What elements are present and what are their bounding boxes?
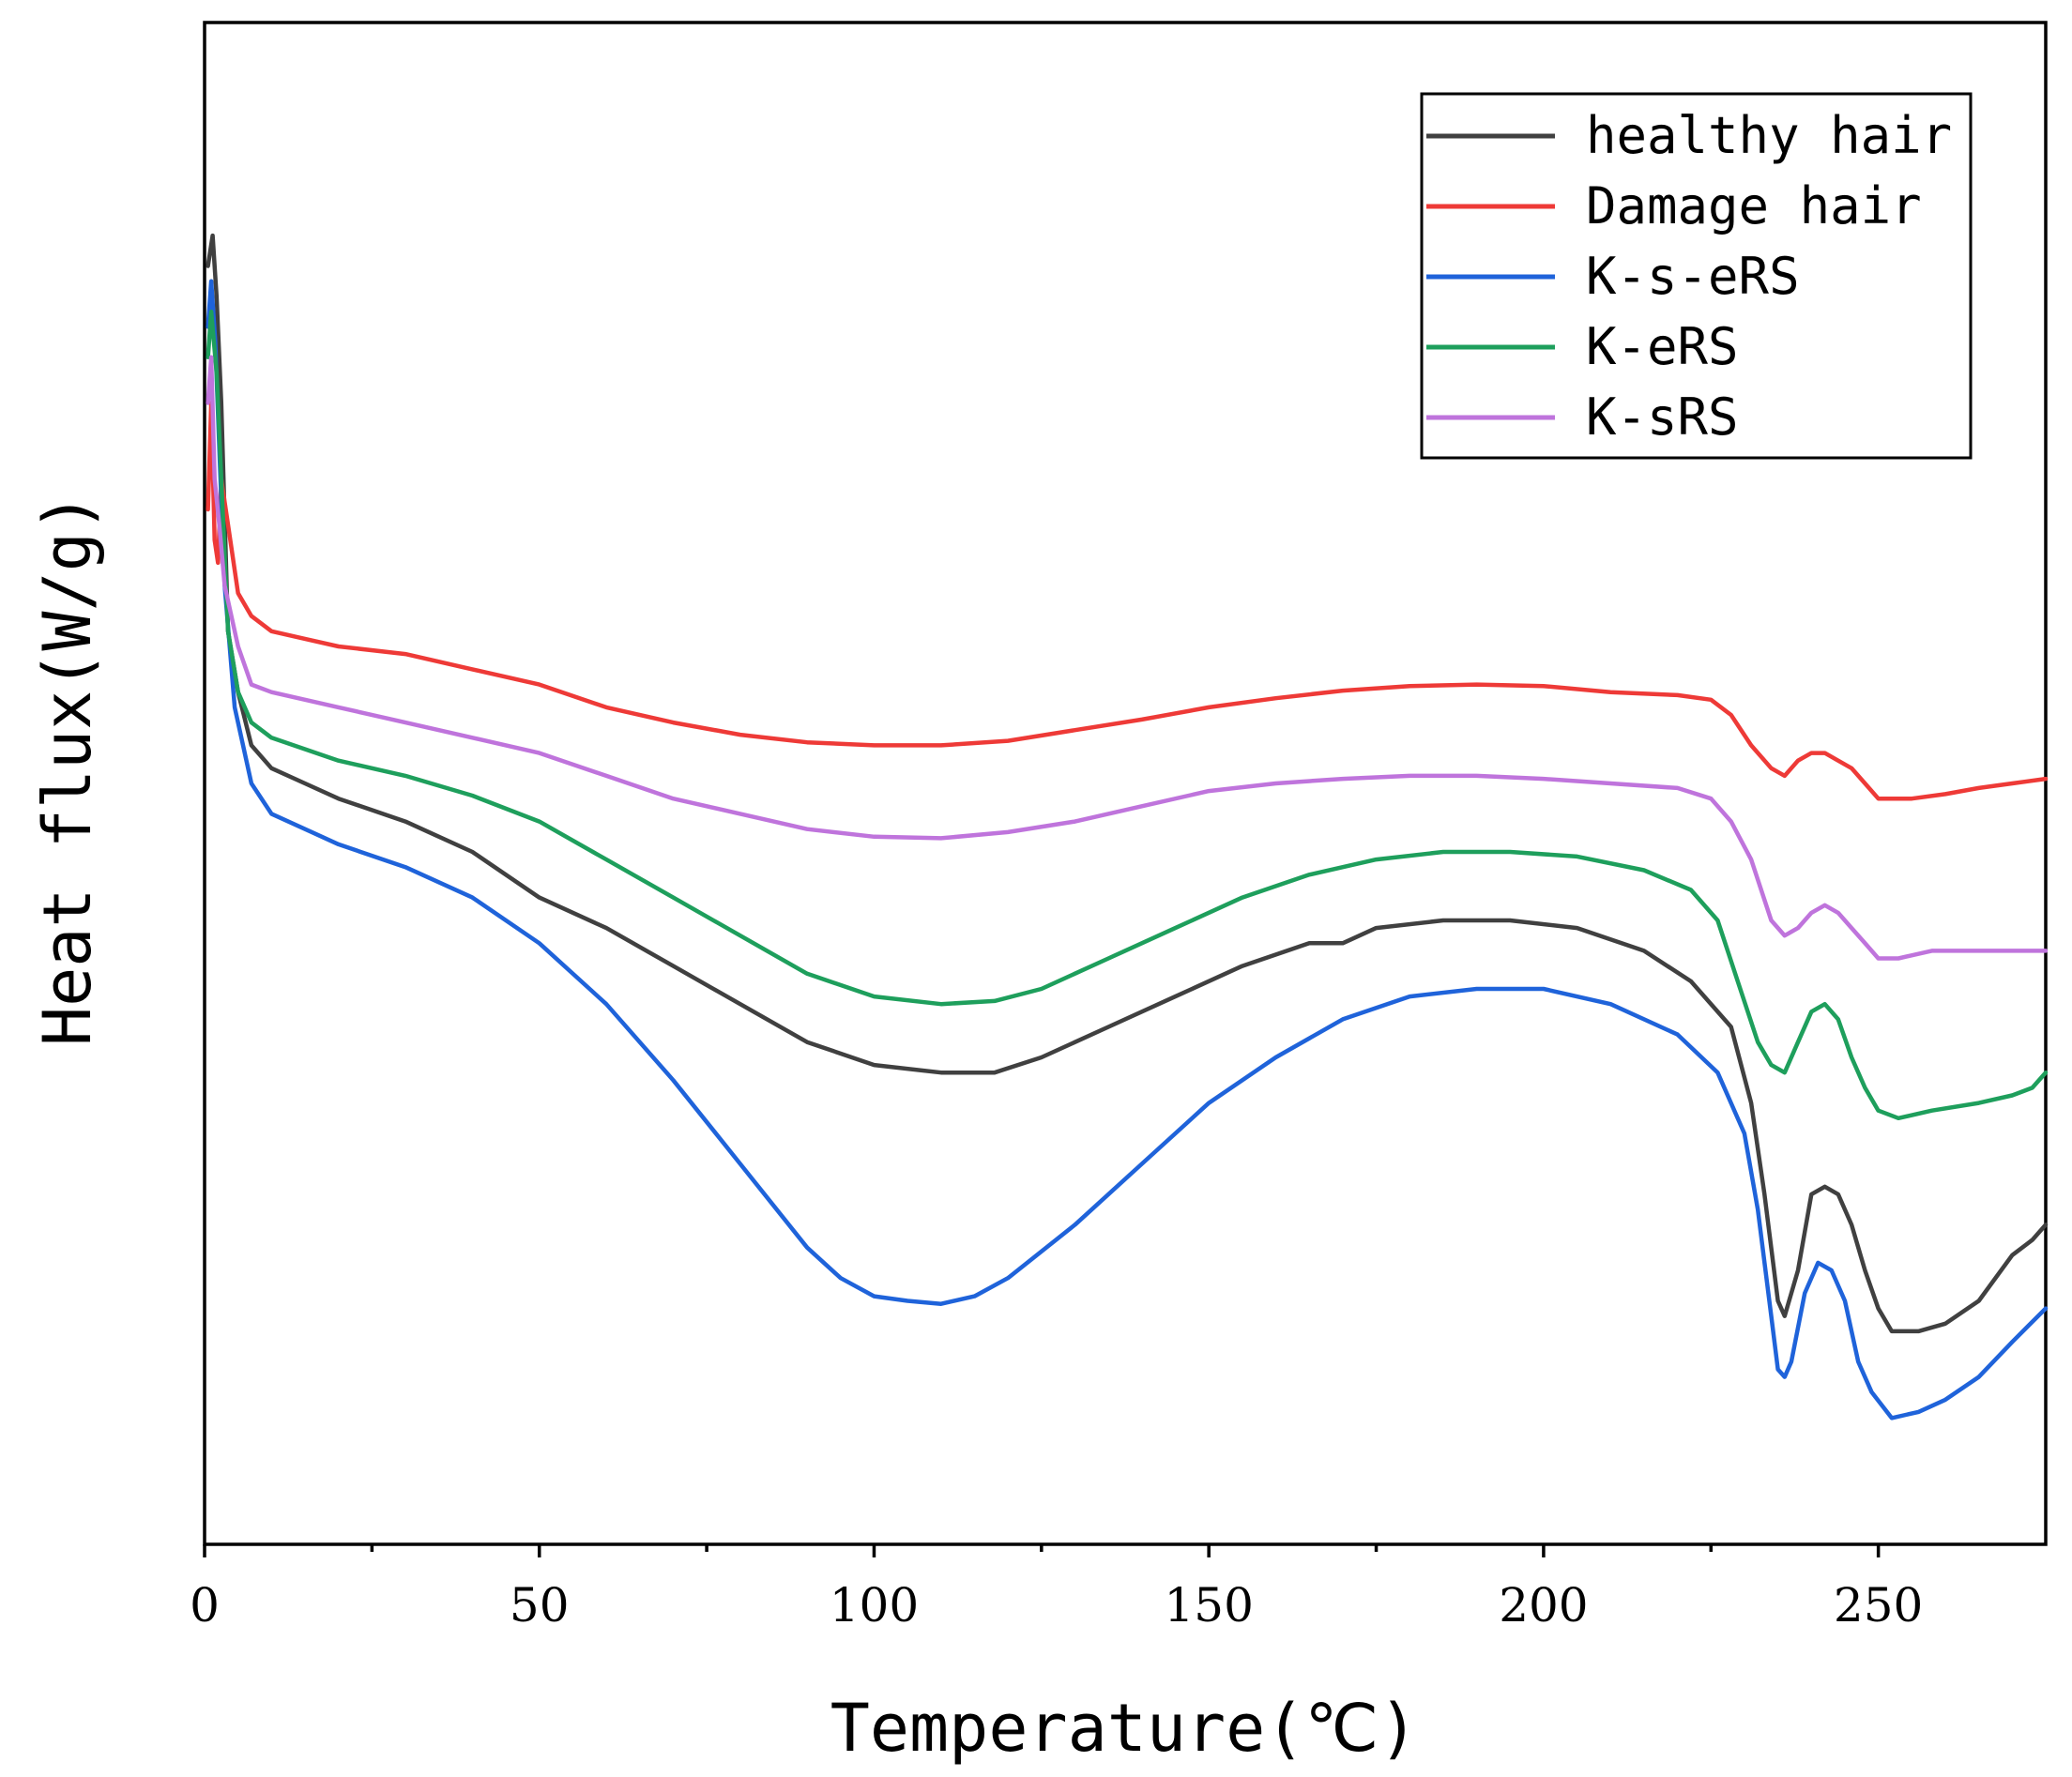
series-line-k-ers	[206, 309, 2049, 1121]
x-tick-label: 250	[1834, 1578, 1923, 1633]
plot-frame	[203, 21, 2048, 1546]
x-tick-label: 100	[830, 1578, 919, 1633]
series-line-healthy-hair	[206, 233, 2049, 1334]
series-line-k-s-ers	[206, 279, 2049, 1420]
legend-box	[1420, 92, 1973, 460]
legend-entries: healthy hair Damage hair K-s-eRS K-eRS K-sRS	[1426, 106, 1952, 447]
legend-label: K-eRS	[1586, 317, 1739, 376]
legend: healthy hair Damage hair K-s-eRS K-eRS K-sRS	[1420, 92, 1973, 460]
legend-label: K-s-eRS	[1586, 247, 1800, 306]
series-line-k-srs	[206, 355, 2049, 961]
x-ticks: 0 50 100 150 200 250	[190, 1544, 1923, 1633]
legend-label: K-sRS	[1586, 387, 1739, 447]
legend-label: Damage hair	[1586, 176, 1922, 235]
series-layer	[206, 233, 2049, 1420]
series-line-damage-hair	[206, 401, 2049, 801]
x-tick-label: 200	[1499, 1578, 1588, 1633]
plot-area: 0 50 100 150 200 250	[190, 21, 2049, 1633]
x-tick-label: 50	[510, 1578, 570, 1633]
x-tick-label: 150	[1164, 1578, 1253, 1633]
x-axis-title: Temperature(℃)	[830, 1690, 1418, 1767]
legend-label: healthy hair	[1586, 106, 1952, 165]
x-tick-label: 0	[190, 1578, 220, 1633]
y-axis-title: Heat flux(W/g)	[29, 493, 106, 1046]
